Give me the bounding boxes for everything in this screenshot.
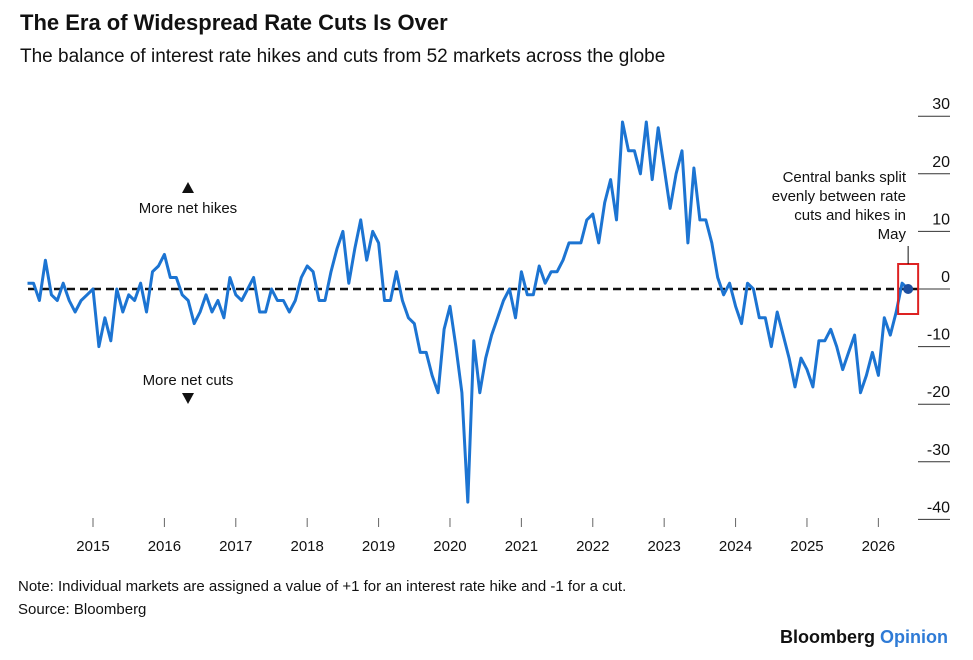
chart-title: The Era of Widespread Rate Cuts Is Over [20, 10, 448, 35]
x-tick-label: 2016 [148, 538, 181, 555]
last-point [903, 284, 914, 294]
annotation: More net hikes [139, 200, 237, 217]
x-tick-label: 2020 [433, 538, 466, 555]
callout-text: evenly between rate [772, 188, 906, 205]
x-tick-label: 2018 [290, 538, 323, 555]
x-tick-label: 2024 [719, 538, 752, 555]
brand-section: Opinion [880, 627, 948, 647]
source: Source: Bloomberg [18, 601, 146, 618]
brand-name: Bloomberg [780, 627, 875, 647]
callout-text: Central banks split [783, 169, 907, 186]
x-tick-label: 2023 [647, 538, 680, 555]
x-tick-label: 2015 [76, 538, 109, 555]
line [27, 120, 910, 504]
x-tick-label: 2021 [505, 538, 538, 555]
note: Note: Individual markets are assigned a … [18, 578, 626, 595]
y-tick-label: -40 [927, 499, 950, 516]
up-arrow [182, 182, 194, 193]
x-tick-label: 2022 [576, 538, 609, 555]
x-tick-label: 2017 [219, 538, 252, 555]
y-tick-label: 0 [941, 269, 950, 286]
annotation: More net cuts [143, 372, 234, 389]
down-arrow [182, 393, 194, 404]
x-tick-label: 2019 [362, 538, 395, 555]
y-tick-label: 20 [932, 154, 950, 171]
x-tick-label: 2026 [862, 538, 895, 555]
y-tick-label: -30 [927, 442, 950, 459]
y-tick-label: 10 [932, 211, 950, 228]
chart-subtitle: The balance of interest rate hikes and c… [20, 46, 665, 67]
callout-text: May [878, 226, 907, 243]
brand: Bloomberg Opinion [780, 627, 948, 647]
callout-text: cuts and hikes in [794, 207, 906, 224]
y-tick-label: -10 [927, 327, 950, 344]
y-tick-label: 30 [932, 96, 950, 113]
y-tick-label: -20 [927, 384, 950, 401]
x-tick-label: 2025 [790, 538, 823, 555]
